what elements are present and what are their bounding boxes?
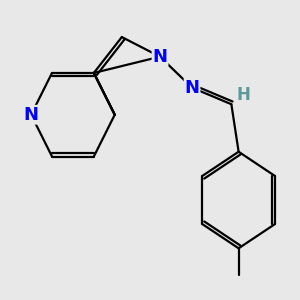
Text: N: N (24, 106, 39, 124)
Text: N: N (184, 79, 200, 97)
Text: N: N (152, 48, 167, 66)
Text: H: H (236, 86, 250, 104)
